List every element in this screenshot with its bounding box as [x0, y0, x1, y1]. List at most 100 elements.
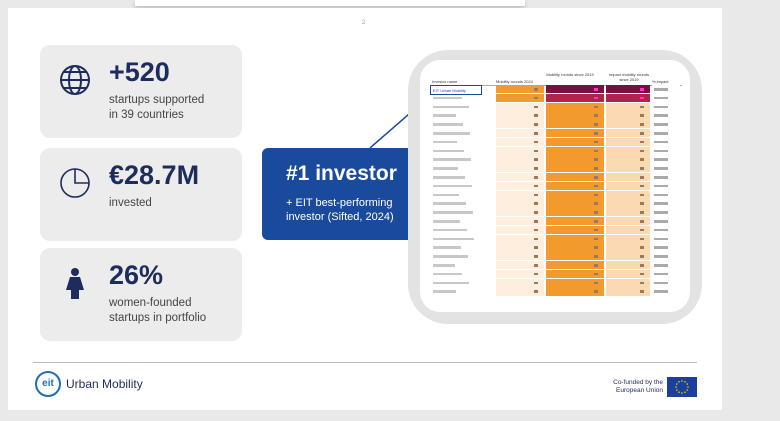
top-bar [135, 0, 525, 6]
blurred-number [654, 88, 668, 91]
blurred-number [534, 167, 538, 170]
blurred-number [594, 96, 598, 100]
table-cell-fill [546, 129, 604, 138]
table-cell-fill [606, 102, 650, 111]
table-cell-fill [606, 111, 650, 120]
table-cell-fill [496, 261, 544, 270]
blurred-number [594, 167, 598, 170]
blurred-name [433, 264, 455, 267]
table-cell-fill [546, 85, 604, 94]
table-cell-fill [496, 93, 544, 103]
blurred-number [534, 132, 538, 135]
blurred-number [640, 96, 644, 100]
table-cell-fill [496, 243, 544, 252]
blurred-number [534, 281, 538, 285]
blurred-number [534, 193, 538, 197]
blurred-number [594, 202, 598, 205]
table-cell-fill [496, 181, 544, 191]
table-cell-fill [546, 225, 604, 235]
cofunded-line: Co-funded by the [613, 379, 663, 386]
table-cell-fill [546, 155, 604, 164]
table-cell-fill [606, 243, 650, 252]
table-cell-fill [606, 146, 650, 155]
table-cell-fill [606, 287, 650, 296]
table-cell-fill [546, 111, 604, 120]
table-cell-fill [606, 85, 650, 94]
blurred-number [654, 158, 668, 161]
blurred-number [640, 184, 644, 188]
blurred-number [654, 149, 668, 153]
blurred-name [433, 220, 460, 223]
table-header: Mobility rounds 2024 [496, 79, 533, 84]
blurred-number [534, 237, 538, 241]
blurred-number [654, 167, 668, 170]
blurred-number [594, 237, 598, 241]
blurred-number [654, 140, 668, 144]
blurred-number [654, 184, 668, 188]
table-cell-fill [546, 173, 604, 182]
blurred-number [534, 290, 538, 293]
table-cell-fill [496, 137, 544, 147]
star [676, 383, 678, 385]
blurred-number [534, 140, 538, 144]
table-cell-fill [606, 155, 650, 164]
blurred-number [534, 114, 538, 117]
table-cell-fill [496, 146, 544, 155]
blurred-number [640, 228, 644, 232]
blurred-number [654, 228, 668, 232]
table-cell-fill [546, 120, 604, 129]
blurred-number [534, 96, 538, 100]
star [686, 383, 688, 385]
blurred-number [640, 176, 644, 179]
footer-rule [33, 362, 697, 363]
table-cell-fill [606, 261, 650, 270]
blurred-number [534, 176, 538, 179]
blurred-number [594, 290, 598, 293]
blurred-number [640, 114, 644, 117]
logo-mark: eit [35, 371, 61, 397]
table-cell-fill [546, 261, 604, 270]
table-cell-fill [546, 199, 604, 208]
blurred-name [433, 246, 461, 249]
blurred-number [640, 105, 644, 109]
blurred-number [594, 132, 598, 135]
blurred-number [534, 184, 538, 188]
blurred-name [433, 96, 462, 100]
blurred-name [433, 105, 469, 109]
blurred-number [594, 193, 598, 197]
blurred-number [594, 228, 598, 232]
table-header: Impact mobility rounds since 2019 [608, 72, 649, 82]
table-cell-fill [606, 208, 650, 217]
blurred-name [433, 114, 456, 117]
stat-line: startups supported [109, 94, 205, 106]
stat-card: +520 startups supported in 39 countries [40, 45, 242, 138]
row-highlight [430, 85, 482, 95]
stat-line: in 39 countries [109, 109, 184, 121]
blurred-name [433, 290, 456, 293]
blurred-number [534, 88, 538, 91]
blurred-number [654, 176, 668, 179]
blurred-number [594, 149, 598, 153]
stat-line: invested [109, 197, 152, 209]
blurred-number [534, 105, 538, 109]
star [676, 389, 678, 391]
blurred-number [654, 281, 668, 285]
table: Investor name Mobility rounds 2024 Mobil… [420, 60, 690, 312]
table-cell-fill [546, 93, 604, 103]
blurred-number [654, 123, 668, 126]
table-cell-fill [496, 217, 544, 226]
blurred-number [640, 211, 644, 214]
table-cell-fill [606, 217, 650, 226]
blurred-number [534, 255, 538, 258]
blurred-number [534, 202, 538, 205]
star [687, 386, 689, 388]
blurred-number [594, 264, 598, 267]
blurred-number [594, 246, 598, 249]
blurred-number [640, 255, 644, 258]
table-cell-fill [546, 278, 604, 287]
cofunded: Co-funded by the European Union [590, 379, 663, 395]
blurred-number [534, 246, 538, 249]
table-cell-fill [606, 269, 650, 279]
blurred-number [654, 202, 668, 205]
